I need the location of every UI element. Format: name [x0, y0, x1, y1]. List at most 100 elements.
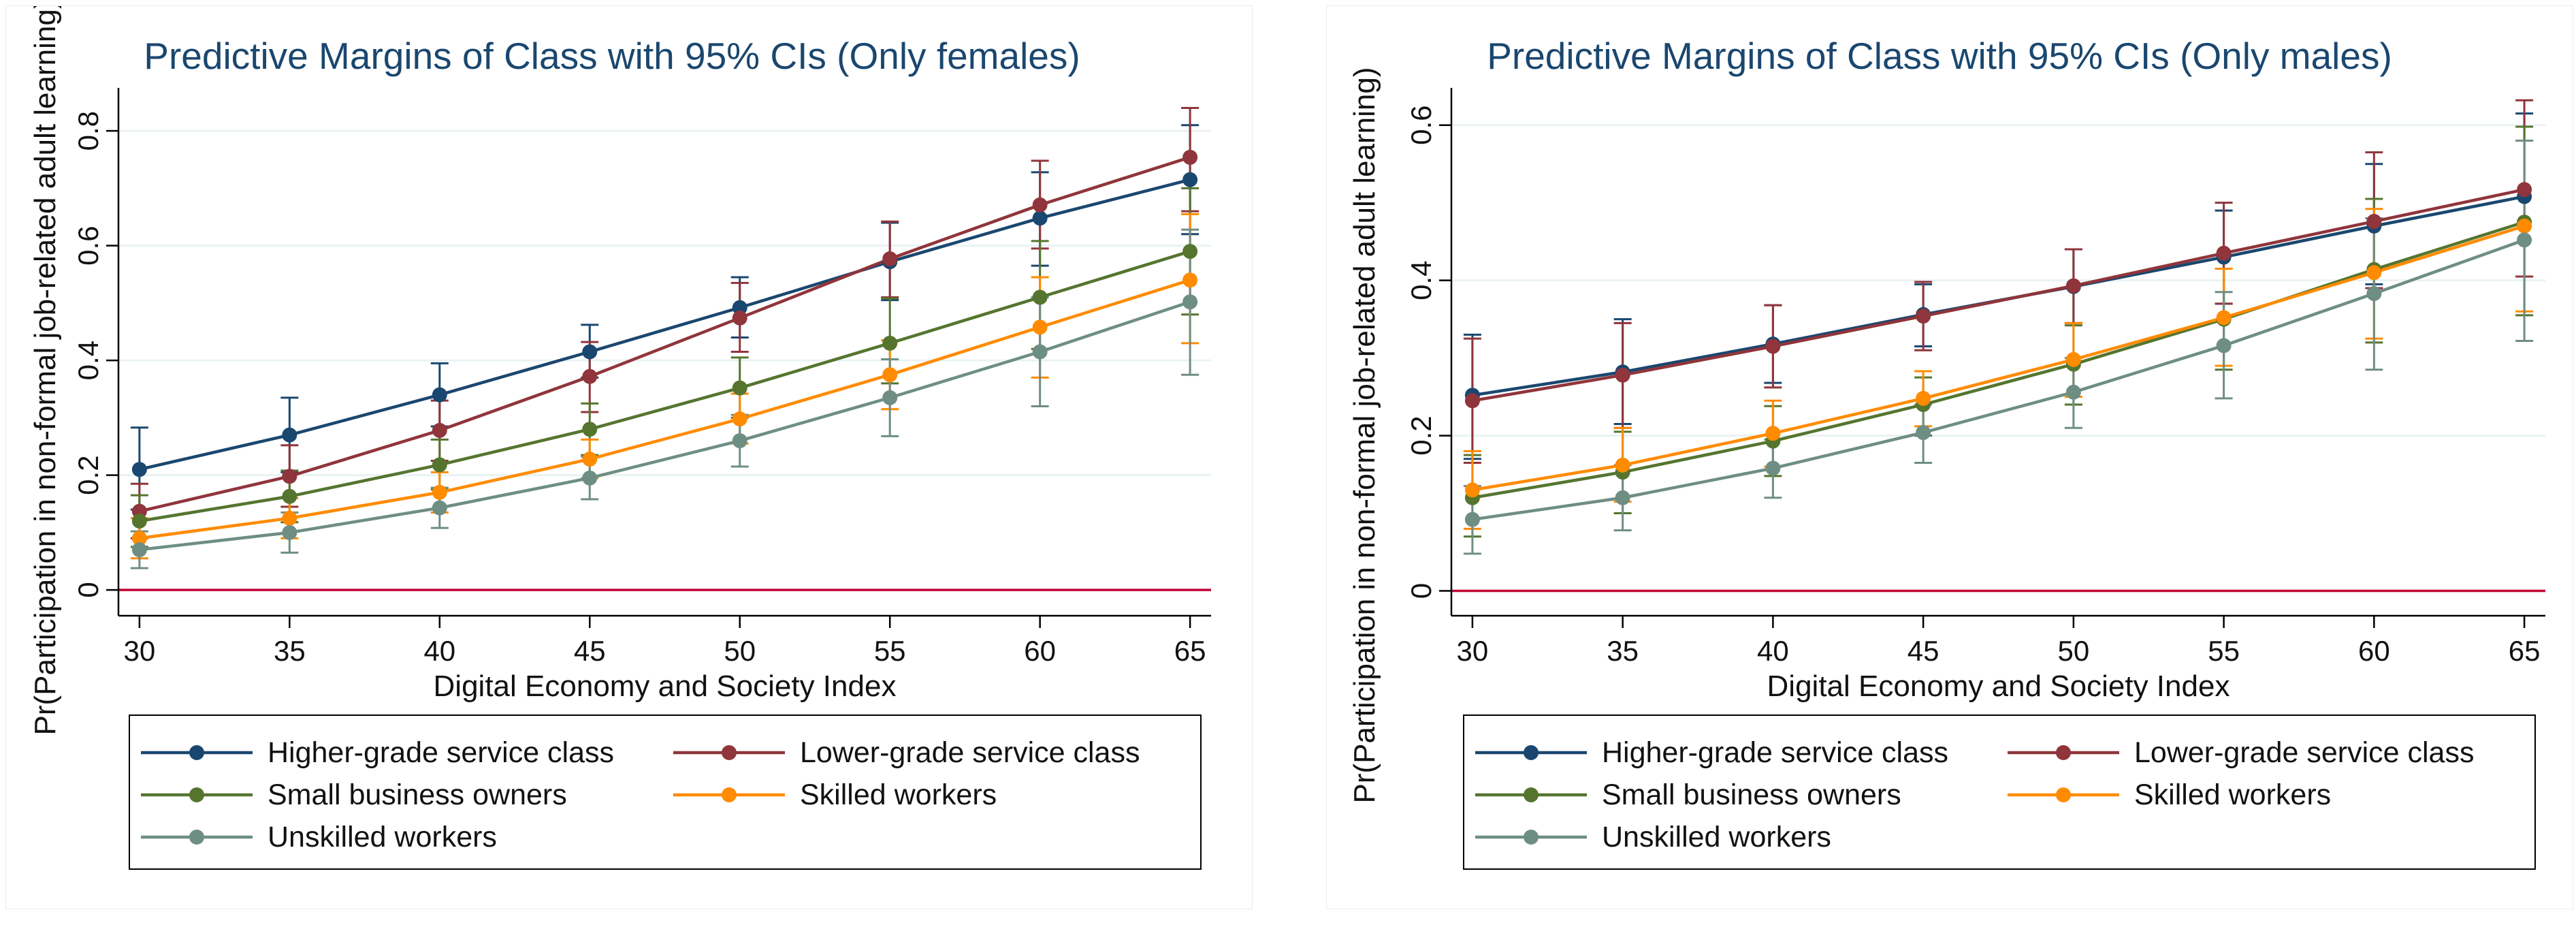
data-point-skilled [732, 411, 747, 427]
data-point-lower [1032, 197, 1048, 213]
x-tick-label: 65 [2509, 635, 2541, 667]
data-point-skilled [582, 452, 598, 467]
chart-title: Predictive Margins of Class with 95% CIs… [144, 35, 1080, 77]
legend-swatch-marker [189, 787, 204, 802]
data-point-lower [882, 251, 898, 267]
x-axis-title: Digital Economy and Society Index [1767, 670, 2230, 703]
y-tick-label: 0.4 [1405, 260, 1437, 300]
data-point-skilled [1615, 457, 1630, 473]
legend-label: Higher-grade service class [268, 736, 615, 769]
data-point-skilled [882, 367, 898, 383]
legend-item-skilled: Skilled workers [668, 774, 997, 815]
legend-label: Small business owners [1602, 778, 1901, 811]
data-point-skilled [2065, 351, 2081, 367]
y-tick-label: 0.4 [72, 341, 104, 380]
legend-item-small: Small business owners [1470, 774, 1901, 815]
chart-title: Predictive Margins of Class with 95% CIs… [1487, 35, 2392, 77]
data-point-skilled [2366, 265, 2382, 281]
legend-swatch-marker [189, 830, 204, 845]
y-tick-label: 0.2 [72, 455, 104, 494]
data-point-small [882, 335, 898, 351]
data-point-unskilled [582, 470, 598, 486]
data-point-unskilled [882, 390, 898, 405]
data-point-lower [1182, 149, 1198, 165]
data-point-unskilled [2065, 384, 2081, 400]
data-point-lower [582, 368, 598, 384]
data-point-unskilled [1182, 294, 1198, 310]
chart-panel-females: 0 0.2 0.4 0.6 0.8 30 35 40 45 50 55 60 65 Digital Eco… [5, 5, 1253, 909]
legend-swatch-marker [722, 787, 737, 802]
data-point-unskilled [1765, 460, 1781, 476]
x-tick-label: 35 [1607, 635, 1639, 667]
data-point-unskilled [2366, 286, 2382, 302]
data-point-skilled [1464, 482, 1480, 498]
legend-swatch [1470, 774, 1592, 815]
legend-swatch-graphic [141, 745, 253, 760]
data-point-skilled [1916, 390, 1931, 406]
legend-swatch [1470, 817, 1592, 858]
series-line-skilled [1472, 224, 2525, 492]
data-point-unskilled [1464, 512, 1480, 527]
legend-swatch-marker [1524, 745, 1539, 760]
y-tick-label: 0 [1405, 583, 1437, 599]
series-line-small [139, 249, 1191, 523]
plot-area [1451, 88, 2545, 616]
legend-swatch-graphic [673, 745, 785, 760]
legend-item-lower: Lower-grade service class [668, 732, 1140, 773]
chart-females: 0 0.2 0.4 0.6 0.8 30 35 40 45 50 55 60 65 Digital Eco… [29, 6, 1211, 736]
y-axis-title: Pr(Participation in non-formal job-relat… [1348, 67, 1381, 804]
legend-swatch-graphic [141, 830, 253, 845]
series-line-skilled [139, 279, 1191, 540]
data-point-lower [732, 310, 747, 326]
data-point-lower [282, 469, 297, 484]
data-point-lower [2216, 245, 2232, 261]
x-tick-label: 40 [1757, 635, 1789, 667]
plot-area [118, 88, 1211, 616]
data-point-unskilled [1615, 490, 1630, 505]
legend-label: Unskilled workers [268, 820, 497, 853]
legend-label: Lower-grade service class [2134, 736, 2475, 769]
series-line-lower [1472, 188, 2525, 403]
x-tick-label: 50 [2058, 635, 2090, 667]
data-point-skilled [1032, 319, 1048, 335]
y-tick-label: 0.6 [72, 225, 104, 265]
data-point-higher [432, 387, 447, 403]
legend-swatch [2002, 774, 2125, 815]
legend-swatch-marker [722, 745, 737, 760]
legend-swatch-marker [2056, 787, 2071, 802]
data-point-unskilled [2216, 338, 2232, 353]
x-tick-label: 40 [423, 635, 455, 667]
data-point-higher [1182, 172, 1198, 187]
legend-swatch-graphic [2008, 745, 2119, 760]
data-point-unskilled [2517, 232, 2532, 248]
legend-label: Small business owners [268, 778, 567, 811]
data-point-higher [732, 300, 747, 315]
series-line-lower [139, 155, 1191, 513]
legend-label: Lower-grade service class [800, 736, 1140, 769]
legend-swatch-marker [1524, 830, 1539, 845]
legend-item-small: Small business owners [135, 774, 567, 815]
legend-item-unskilled: Unskilled workers [135, 817, 497, 858]
legend-swatch [668, 732, 790, 773]
legend-swatch-marker [1524, 787, 1539, 802]
data-point-lower [1765, 339, 1781, 354]
legend-label: Skilled workers [800, 778, 997, 811]
y-axis-title: Pr(Participation in non-formal job-relat… [29, 6, 62, 736]
legend-swatch [2002, 732, 2125, 773]
data-point-small [582, 422, 598, 437]
y-tick-label: 0.8 [72, 111, 104, 151]
legend-swatch-marker [189, 745, 204, 760]
y-tick-label: 0.2 [1405, 415, 1437, 455]
chart-panel-males: 0 0.2 0.4 0.6 30 35 40 45 50 55 60 65 Digital Econom… [1326, 5, 2573, 909]
x-tick-label: 55 [874, 635, 906, 667]
data-point-skilled [131, 531, 147, 546]
data-point-skilled [2517, 218, 2532, 234]
legend-item-higher: Higher-grade service class [135, 732, 614, 773]
x-tick-label: 45 [574, 635, 606, 667]
data-point-higher [282, 427, 297, 443]
data-point-higher [582, 344, 598, 360]
legend-swatch [135, 817, 258, 858]
data-point-lower [1916, 309, 1931, 324]
x-tick-label: 45 [1907, 635, 1939, 667]
data-point-lower [2366, 214, 2382, 230]
